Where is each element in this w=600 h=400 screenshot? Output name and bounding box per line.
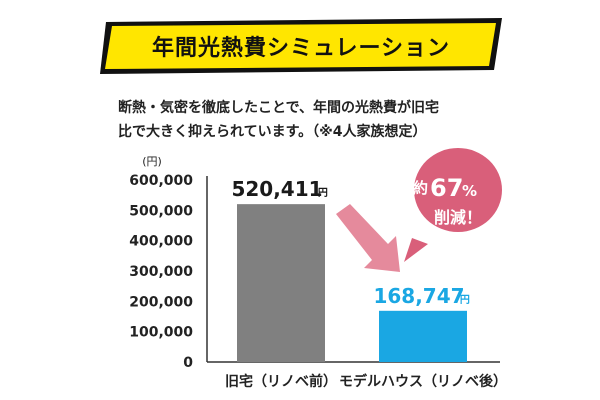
badge-percent-sign: %: [462, 182, 477, 200]
y-tick-label: 0: [183, 355, 193, 371]
description: 断熱・気密を徹底したことで、年間の光熱費が旧宅 比で大きく抑えられています。（※…: [118, 96, 518, 144]
y-tick-label: 500,000: [129, 203, 193, 219]
badge-reduction-label: 削減！: [434, 208, 482, 227]
y-tick-label: 100,000: [129, 325, 193, 341]
down-right-arrow-icon: [336, 204, 400, 272]
y-tick-label: 400,000: [129, 234, 193, 250]
x-category-label: モデルハウス（リノベ後）: [339, 373, 507, 390]
badge-prefix: 約: [413, 179, 428, 197]
page-title: 年間光熱費シミュレーション: [151, 36, 451, 61]
description-line-1: 断熱・気密を徹底したことで、年間の光熱費が旧宅: [118, 100, 440, 116]
bar-value-label: 520,411: [231, 177, 322, 201]
speech-bubble-badge: [404, 148, 502, 262]
y-tick-label: 300,000: [129, 264, 193, 280]
bar-2: [379, 310, 467, 362]
y-axis-label: (円): [142, 155, 162, 168]
badge-percent-value: 67: [430, 174, 463, 202]
title-banner: 年間光熱費シミュレーション: [100, 18, 502, 74]
description-line-2: 比で大きく抑えられています。（※4人家族想定）: [118, 124, 427, 140]
bar-value-unit: 円: [318, 187, 328, 199]
title-band-shape: [100, 18, 502, 74]
bar-1: [237, 204, 325, 362]
y-tick-label: 200,000: [129, 294, 193, 310]
y-tick-label: 600,000: [129, 173, 193, 189]
bar-value-label: 168,747: [373, 284, 464, 308]
bar-value-unit: 円: [460, 294, 470, 306]
x-category-label: 旧宅（リノベ前）: [225, 373, 337, 390]
